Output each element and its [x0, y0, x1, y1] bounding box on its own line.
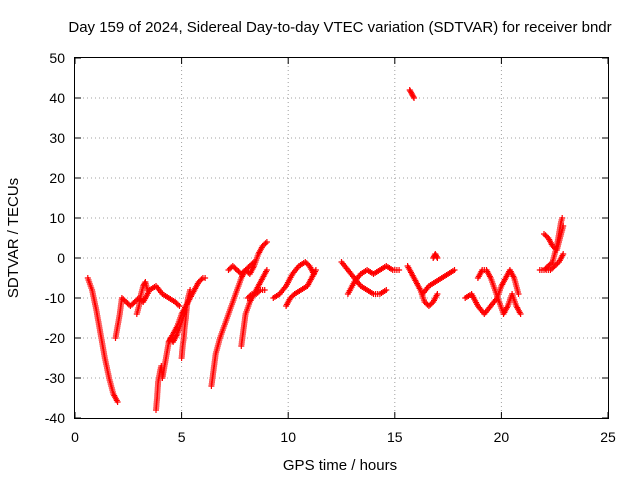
axis-ticks: 0 5 10 15 20 25 -40 -30 -20 -10 0 10 20 30 40 50	[45, 50, 616, 445]
data-point	[261, 287, 268, 293]
data-point	[517, 311, 524, 317]
data-point	[202, 275, 209, 281]
data-point	[312, 267, 319, 273]
data-point	[434, 255, 441, 261]
series-s6	[178, 287, 194, 361]
plot-frame	[74, 57, 609, 419]
grid-lines	[75, 58, 608, 418]
series-s15	[406, 87, 417, 101]
data-point	[551, 263, 558, 269]
series-s10	[244, 287, 268, 301]
series-s17	[419, 267, 458, 297]
data-point	[176, 303, 183, 309]
x-tick-label: 25	[600, 429, 616, 445]
series-s4	[153, 307, 189, 413]
data-point	[144, 287, 151, 293]
series-s19	[462, 267, 522, 317]
data-point	[263, 239, 270, 245]
data-point	[433, 253, 440, 260]
series-s13	[338, 259, 390, 297]
series-s23	[543, 251, 567, 273]
series-s16	[404, 263, 441, 309]
x-tick-label: 20	[494, 429, 510, 445]
series-s3	[133, 279, 151, 317]
data-point	[251, 259, 258, 265]
data-point	[396, 267, 403, 273]
y-tick-label: 40	[49, 90, 65, 106]
series-s14	[344, 263, 403, 297]
data-point	[383, 287, 390, 293]
data-point	[559, 215, 566, 221]
y-tick-label: 0	[57, 250, 65, 266]
y-tick-label: -40	[45, 410, 65, 426]
series-s12	[283, 267, 319, 309]
chart-title: Day 159 of 2024, Sidereal Day-to-day VTE…	[68, 19, 611, 36]
x-tick-label: 0	[71, 429, 79, 445]
data-point	[434, 291, 441, 297]
y-tick-label: -20	[45, 330, 65, 346]
x-tick-label: 10	[280, 429, 296, 445]
x-tick-label: 5	[178, 429, 186, 445]
y-axis-title: SDTVAR / TECUs	[5, 178, 22, 298]
x-tick-label: 15	[387, 429, 403, 445]
data-point	[187, 287, 194, 293]
data-point	[451, 267, 458, 273]
data-point	[560, 223, 567, 229]
y-tick-label: 20	[49, 170, 65, 186]
series-s9	[238, 267, 270, 349]
data-series	[84, 87, 567, 413]
data-point	[515, 291, 522, 297]
x-axis-title: GPS time / hours	[283, 457, 397, 474]
data-point	[411, 95, 417, 101]
data-point	[410, 93, 417, 100]
y-tick-label: 10	[49, 210, 65, 226]
y-tick-label: -30	[45, 370, 65, 386]
data-point	[263, 267, 270, 273]
series-s22	[541, 223, 567, 253]
series-s18	[430, 251, 441, 261]
data-point	[560, 251, 567, 257]
series-s20	[474, 267, 524, 317]
series-s8	[225, 259, 258, 277]
series-s1	[84, 275, 121, 405]
y-tick-label: 50	[49, 50, 65, 66]
y-tick-label: 30	[49, 130, 65, 146]
y-tick-label: -10	[45, 290, 65, 306]
data-point	[114, 399, 121, 405]
series-s7	[208, 239, 270, 389]
